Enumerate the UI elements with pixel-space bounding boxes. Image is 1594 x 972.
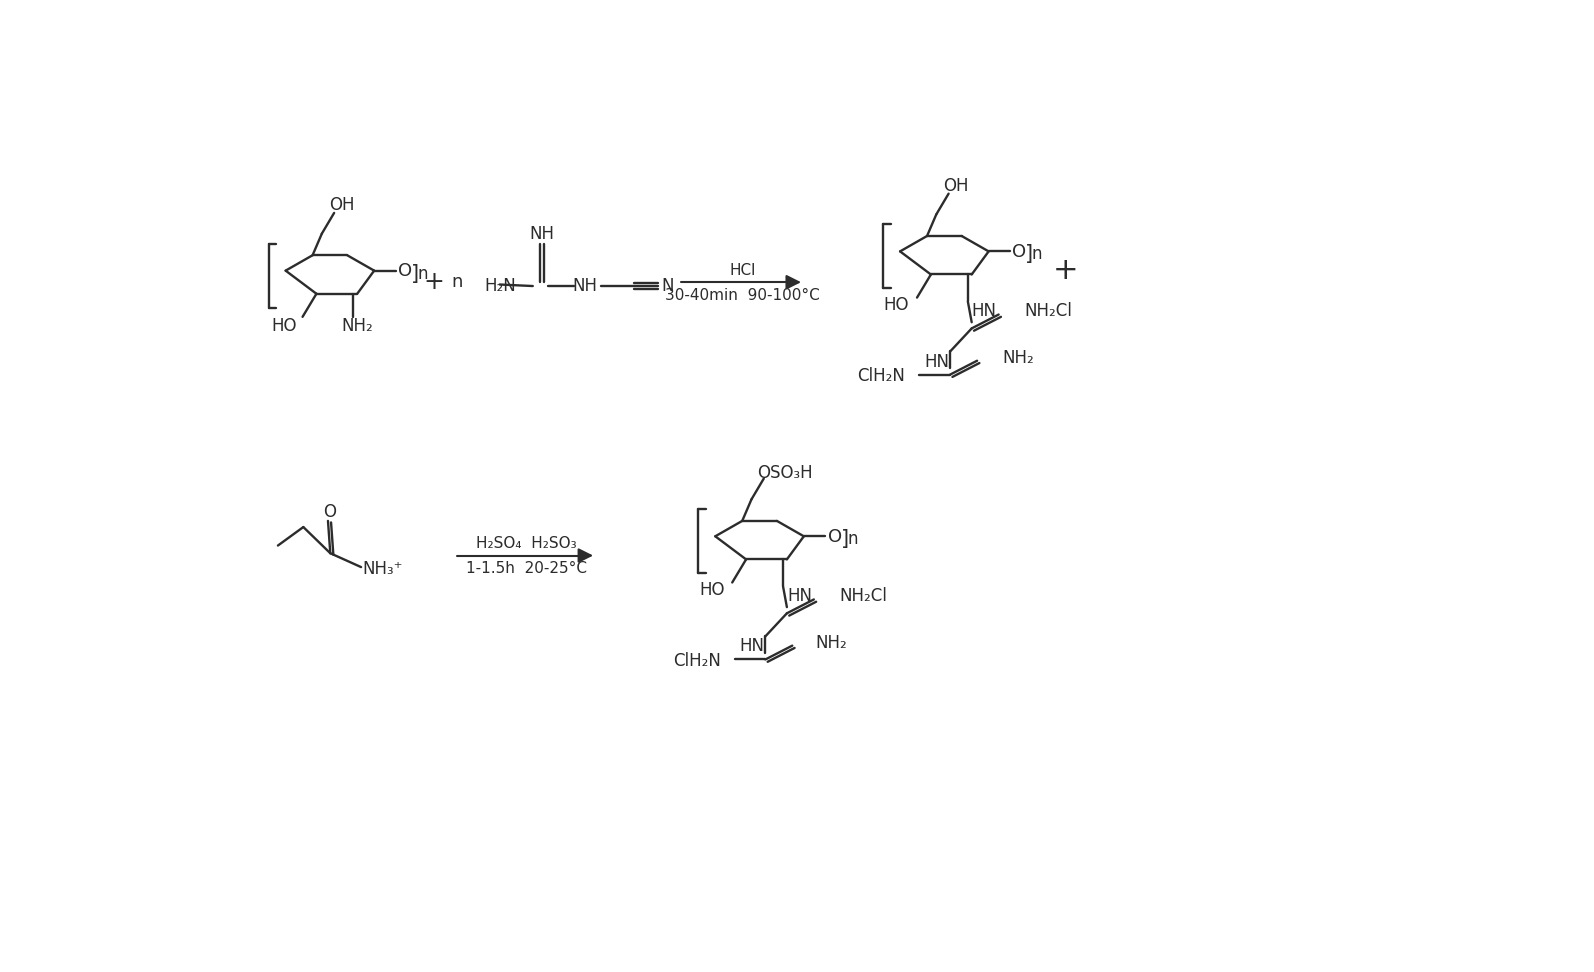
Text: HN: HN — [740, 638, 765, 655]
Text: n: n — [451, 273, 462, 292]
Text: +: + — [424, 270, 445, 295]
Text: OH: OH — [944, 177, 969, 195]
Text: +: + — [1052, 257, 1079, 285]
Text: O: O — [1012, 243, 1027, 261]
Text: NH₂Cl: NH₂Cl — [1023, 302, 1071, 321]
Text: NH₂: NH₂ — [816, 634, 846, 651]
Text: NH₃⁺: NH₃⁺ — [362, 560, 403, 577]
Text: H₂N: H₂N — [485, 277, 516, 295]
Text: HO: HO — [271, 317, 296, 335]
Text: 30-40min  90-100°C: 30-40min 90-100°C — [665, 288, 819, 303]
Text: NH₂: NH₂ — [1003, 349, 1035, 366]
Text: HO: HO — [700, 581, 725, 599]
Text: OH: OH — [328, 196, 354, 214]
Text: n: n — [1031, 246, 1042, 263]
Text: 1-1.5h  20-25°C: 1-1.5h 20-25°C — [465, 561, 587, 576]
Text: O: O — [827, 528, 842, 546]
Text: HN: HN — [972, 301, 996, 320]
Text: NH₂Cl: NH₂Cl — [840, 587, 888, 606]
Text: HN: HN — [925, 353, 950, 370]
Text: ]: ] — [411, 263, 419, 284]
Text: OSO₃H: OSO₃H — [757, 465, 813, 482]
Text: HCl: HCl — [728, 263, 756, 278]
Text: HN: HN — [787, 586, 811, 605]
Text: ]: ] — [1025, 245, 1033, 264]
Text: NH₂: NH₂ — [341, 317, 373, 335]
Text: O: O — [324, 503, 336, 521]
Text: HO: HO — [883, 296, 909, 314]
Text: N: N — [662, 277, 674, 295]
Text: NH: NH — [529, 226, 555, 243]
Text: NH: NH — [572, 277, 596, 295]
Text: n: n — [846, 531, 858, 548]
Text: H₂SO₄  H₂SO₃: H₂SO₄ H₂SO₃ — [477, 537, 577, 551]
Text: ClH₂N: ClH₂N — [673, 652, 720, 670]
Text: O: O — [398, 262, 411, 280]
Text: ClH₂N: ClH₂N — [858, 367, 905, 385]
Text: n: n — [418, 264, 427, 283]
Text: ]: ] — [840, 530, 848, 549]
